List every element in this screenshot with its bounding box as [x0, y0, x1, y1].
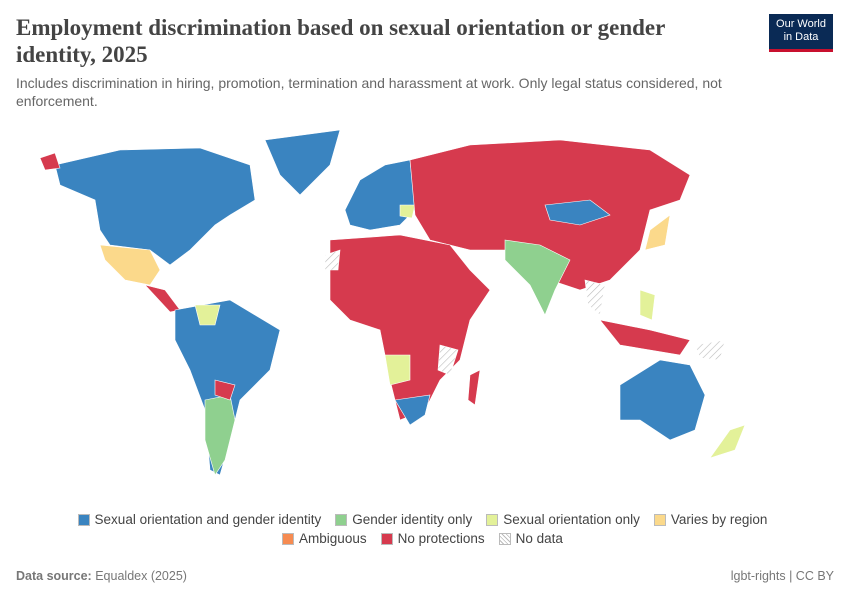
legend: Sexual orientation and gender identity Ge… [50, 512, 795, 546]
country-region[interactable] [144, 284, 181, 313]
title: Employment discrimination based on sexua… [16, 15, 665, 67]
country-region[interactable] [644, 214, 671, 251]
country-region[interactable] [709, 424, 746, 459]
country-region[interactable] [694, 339, 726, 361]
country-region[interactable] [437, 344, 459, 376]
legend-item[interactable]: Ambiguous [282, 531, 367, 546]
legend-label: Sexual orientation and gender identity [94, 512, 322, 527]
legend-label: Varies by region [670, 512, 768, 527]
subtitle: Includes discrimination in hiring, promo… [16, 75, 722, 109]
legend-item[interactable]: No data [498, 531, 563, 546]
country-region[interactable] [264, 129, 341, 196]
country-region[interactable] [214, 379, 236, 401]
country-region[interactable] [324, 249, 341, 271]
country-region[interactable] [39, 152, 61, 171]
legend-swatch [335, 513, 348, 526]
country-region[interactable] [599, 319, 691, 356]
source-label: Data source: [16, 569, 92, 583]
legend-swatch [498, 532, 511, 545]
country-region[interactable] [344, 159, 416, 231]
logo-line: Our World [776, 18, 826, 30]
country-region[interactable] [504, 239, 571, 316]
country-region[interactable] [99, 244, 161, 286]
country-region[interactable] [384, 354, 411, 386]
logo[interactable]: Our World in Data [769, 14, 833, 52]
country-region[interactable] [399, 204, 416, 219]
legend-label: No data [515, 531, 563, 546]
logo-line: in Data [783, 31, 819, 43]
footer: Data source: Equaldex (2025) lgbt-rights… [16, 569, 834, 583]
legend-swatch [77, 513, 90, 526]
source[interactable]: Equaldex (2025) [95, 569, 187, 583]
legend-label: Ambiguous [299, 531, 367, 546]
country-region[interactable] [394, 394, 431, 426]
legend-item[interactable]: No protections [380, 531, 485, 546]
license[interactable]: lgbt-rights | CC BY [730, 569, 834, 583]
country-region[interactable] [54, 147, 256, 266]
legend-label: No protections [397, 531, 485, 546]
legend-swatch [380, 532, 393, 545]
country-region[interactable] [194, 304, 221, 326]
country-region[interactable] [329, 234, 491, 421]
country-region[interactable] [639, 289, 656, 321]
legend-item[interactable]: Sexual orientation and gender identity [77, 512, 322, 527]
country-region[interactable] [619, 359, 706, 441]
legend-item[interactable]: Varies by region [653, 512, 768, 527]
legend-swatch [282, 532, 295, 545]
legend-label: Gender identity only [352, 512, 473, 527]
legend-item[interactable]: Sexual orientation only [486, 512, 640, 527]
country-region[interactable] [584, 279, 606, 316]
legend-swatch [653, 513, 666, 526]
country-region[interactable] [544, 199, 611, 226]
world-map [39, 129, 746, 476]
country-region[interactable] [467, 369, 481, 406]
legend-item[interactable]: Gender identity only [335, 512, 472, 527]
legend-swatch [486, 513, 499, 526]
legend-label: Sexual orientation only [503, 512, 640, 527]
